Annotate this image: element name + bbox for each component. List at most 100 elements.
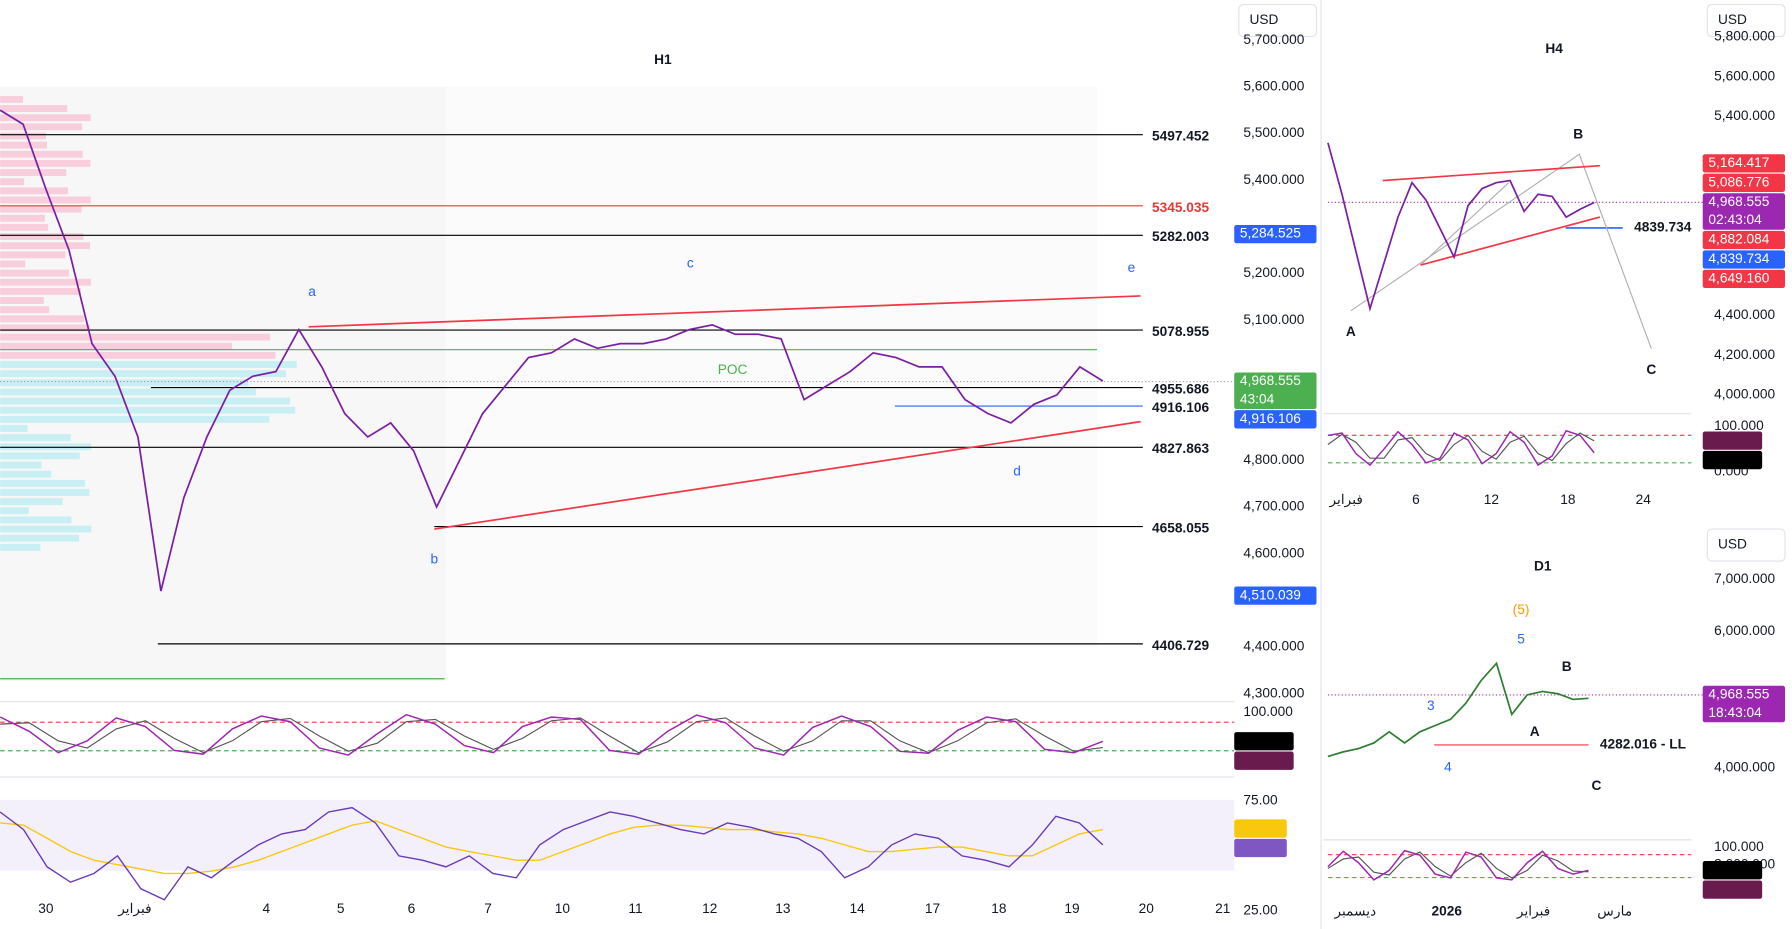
currency-box (1706, 528, 1786, 562)
date-label: 19 (1064, 901, 1079, 916)
price-badge-label: 4,882.084 (1708, 232, 1769, 247)
date-label: فبراير (117, 901, 151, 917)
volume-profile-bar (0, 169, 67, 176)
volume-profile-bar (0, 507, 29, 515)
date-label: 2026 (1432, 903, 1463, 918)
volume-profile-bar (0, 388, 256, 396)
price-badge (1234, 838, 1287, 858)
y-tick-label: 4,400.000 (1243, 639, 1304, 654)
wave-label: B (1573, 126, 1583, 141)
y-tick-label: 5,500.000 (1243, 125, 1304, 140)
y-tick-label: 6,000.000 (1714, 623, 1775, 638)
volume-profile-bar (0, 479, 85, 487)
date-label: 4 (263, 901, 271, 916)
panel-title: H4 (1545, 41, 1563, 56)
y-tick-label: 5,600.000 (1714, 68, 1775, 83)
series-line (1327, 661, 1589, 758)
price-badge (1234, 732, 1294, 751)
panel-title: D1 (1534, 558, 1552, 573)
panel-title: H1 (654, 52, 672, 67)
date-label: 18 (1560, 492, 1576, 507)
volume-profile-bar (0, 123, 83, 131)
series-line (1327, 849, 1589, 881)
profile-range (445, 86, 1098, 647)
volume-profile-bar (0, 178, 25, 186)
trend-line (1382, 164, 1600, 182)
volume-profile-bar (0, 223, 49, 231)
volume-profile-bar (0, 324, 90, 332)
price-badge (1234, 410, 1317, 429)
date-label: فبراير (1516, 903, 1550, 919)
volume-profile-bar (0, 297, 44, 304)
series-line (1327, 142, 1595, 312)
volume-profile-bar (0, 141, 48, 149)
price-badge (1702, 230, 1786, 250)
level-label: 5497.452 (1152, 129, 1210, 144)
currency-label: USD (1718, 537, 1747, 552)
volume-profile-bar (0, 306, 50, 314)
level-label: 4839.734 (1634, 220, 1692, 235)
currency-label: USD (1249, 12, 1278, 27)
poc-label: POC (718, 362, 748, 377)
date-label: 10 (555, 901, 571, 916)
volume-profile-bar (0, 114, 91, 122)
volume-profile-bar (0, 105, 68, 112)
y-tick-label: 5,600.000 (1243, 78, 1304, 93)
volume-profile-bar (0, 187, 69, 195)
y-tick-label: 4,700.000 (1243, 499, 1304, 514)
price-badge-label: 4,968.555 (1240, 373, 1301, 388)
volume-profile-bar (0, 434, 71, 442)
date-label: 12 (702, 901, 717, 916)
price-badge (1234, 372, 1317, 410)
wave-label: 4 (1444, 760, 1452, 775)
price-badge-timer: 02:43:04 (1708, 212, 1762, 227)
volume-profile-bar (0, 498, 63, 506)
volume-profile-bar (0, 287, 81, 295)
wave-label: 3 (1427, 698, 1435, 713)
level-label: 5078.955 (1152, 324, 1210, 339)
volume-profile-bar (0, 461, 42, 469)
date-label: 6 (408, 901, 416, 916)
price-badge (1234, 819, 1287, 838)
price-badge-label: 4,916.106 (1240, 411, 1301, 426)
wave-label: e (1128, 260, 1136, 275)
date-label: مارس (1597, 903, 1632, 919)
wave-label: c (687, 256, 694, 271)
price-badge (1702, 880, 1763, 899)
level-label: 4955.686 (1152, 382, 1210, 397)
y-tick-label: 25.00 (1243, 902, 1278, 917)
volume-profile-bar (0, 415, 270, 423)
level-label: 4282.016 - LL (1600, 737, 1686, 752)
y-tick-label: 5,200.000 (1243, 265, 1304, 280)
volume-profile-bar (0, 159, 91, 167)
volume-profile-bar (0, 425, 28, 432)
wave-label: (5) (1513, 602, 1530, 617)
volume-profile-bar (0, 278, 91, 286)
series-line (1327, 851, 1589, 879)
price-badge-label: 4,649.160 (1708, 271, 1769, 286)
y-tick-label: 100.000 (1714, 839, 1764, 854)
y-tick-label: 4,000.000 (1714, 759, 1775, 774)
volume-profile-bar (0, 406, 296, 414)
volume-profile-bar (0, 342, 233, 350)
wave-path (1350, 153, 1652, 349)
price-badge (1702, 250, 1786, 269)
wave-path (1420, 182, 1509, 266)
volume-profile-bar (0, 351, 276, 359)
volume-profile-bar (0, 379, 249, 387)
date-label: 18 (991, 901, 1007, 916)
price-badge (1702, 173, 1786, 192)
volume-profile-bar (0, 132, 46, 140)
y-tick-label: 75.00 (1243, 793, 1278, 808)
price-badge (1702, 685, 1786, 723)
wave-label: 5 (1517, 632, 1525, 647)
trend-line (1420, 216, 1601, 266)
series-line (0, 109, 1104, 592)
volume-profile-bar (0, 534, 80, 542)
volume-profile-bar (0, 251, 66, 259)
volume-profile-bar (0, 543, 41, 551)
price-badge (1702, 861, 1763, 880)
price-badge-label: 4,968.555 (1708, 687, 1769, 702)
